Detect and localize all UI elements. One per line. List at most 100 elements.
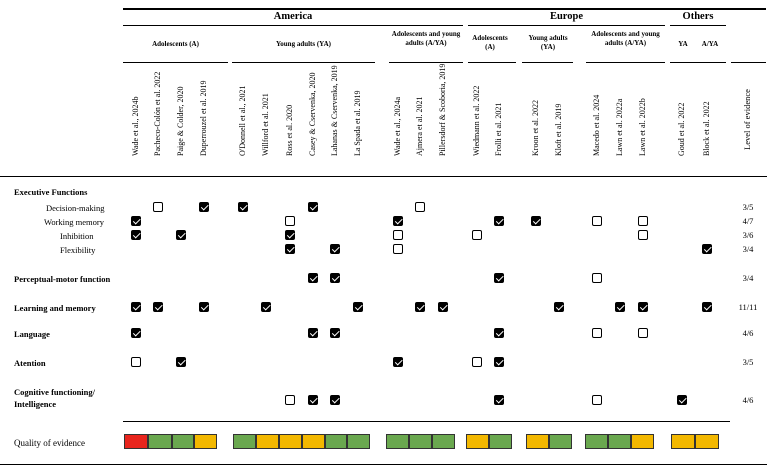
checked-box-icon [702,302,712,312]
empty-box-icon [153,202,163,212]
quality-cell-yellow [279,434,302,449]
study-column-header: Wade et al., 2024b [131,96,140,156]
study-column-header: Wiedmann et al. 2022 [472,85,481,156]
quality-cell-green [585,434,608,449]
study-column-header: Lahanas & Cservenka, 2019 [330,65,339,156]
study-column-header: Block et al. 2022 [702,101,711,156]
study-column-header: Pillersdorf & Scoboria, 2019 [438,63,447,156]
checked-box-icon [438,302,448,312]
level-of-evidence-value: 3/5 [742,357,754,367]
row-label: Working memory [44,217,104,227]
checked-box-icon [638,302,648,312]
level-of-evidence-value: 11/11 [738,302,758,312]
group-others-aya: A/YA [701,40,719,48]
study-column-header: O'Donnell et al., 2021 [238,85,247,156]
checked-box-icon [353,302,363,312]
quality-cell-yellow [466,434,489,449]
checked-box-icon [176,357,186,367]
checked-box-icon [131,328,141,338]
study-column-header: Willford et al. 2021 [261,93,270,156]
study-column-header: Kloft et al. 2019 [554,103,563,156]
level-of-evidence-value: 3/6 [742,230,754,240]
checked-box-icon [131,302,141,312]
region-others: Others [682,11,714,22]
checked-box-icon [531,216,541,226]
study-column-header: Macedo et al. 2024 [592,94,601,156]
level-of-evidence-value: 4/7 [742,216,754,226]
empty-box-icon [592,216,602,226]
study-column-header: Pacheco-Colón et al. 2022 [153,71,162,156]
quality-cell-green [386,434,409,449]
study-column-header: Lawn et al. 2022b [638,98,647,156]
group-america-young-adults: Young adults (YA) [276,40,331,48]
checked-box-icon [494,328,504,338]
group-underline [670,62,726,63]
checked-box-icon [494,357,504,367]
checked-box-icon [615,302,625,312]
study-column-header: Duperrouzel et al. 2019 [199,80,208,156]
quality-cell-green [549,434,572,449]
study-column-header: La Spada et al. 2019 [353,90,362,156]
quality-cell-green [489,434,512,449]
group-underline [468,62,516,63]
group-america-adolescents: Adolescents (A) [152,40,199,48]
quality-cell-green [409,434,432,449]
row-label: Decision-making [46,203,105,213]
quality-cell-yellow [671,434,695,449]
empty-box-icon [638,230,648,240]
region-underline [468,25,665,26]
checked-box-icon [308,395,318,405]
empty-box-icon [131,357,141,367]
group-underline [389,62,463,63]
group-europe-adolescents: Adolescents (A) [472,34,508,51]
empty-box-icon [472,357,482,367]
group-underline [522,62,573,63]
group-underline [586,62,665,63]
group-underline [731,62,766,63]
checked-box-icon [131,216,141,226]
study-column-header: Casey & Cservenka, 2020 [308,72,317,156]
quality-cell-green [608,434,631,449]
empty-box-icon [285,216,295,226]
level-of-evidence-value: 3/5 [742,202,754,212]
quality-cell-green [233,434,256,449]
checked-box-icon [554,302,564,312]
checked-box-icon [285,230,295,240]
empty-box-icon [638,328,648,338]
quality-cell-yellow [631,434,654,449]
checked-box-icon [285,244,295,254]
empty-box-icon [592,328,602,338]
checked-box-icon [199,202,209,212]
checked-box-icon [330,328,340,338]
quality-cell-green [148,434,172,449]
empty-box-icon [393,230,403,240]
study-column-header: Goud et al. 2022 [677,102,686,156]
body-bottom-rule [123,421,730,422]
study-column-header: Paige & Colder, 2020 [176,86,185,156]
checked-box-icon [308,328,318,338]
empty-box-icon [592,273,602,283]
quality-cell-yellow [302,434,325,449]
quality-cell-yellow [526,434,549,449]
row-label: Learning and memory [14,303,96,313]
empty-box-icon [415,202,425,212]
row-label: Language [14,329,50,339]
quality-of-evidence-label: Quality of evidence [14,438,85,448]
checked-box-icon [153,302,163,312]
checked-box-icon [415,302,425,312]
region-underline [123,25,463,26]
checked-box-icon [330,244,340,254]
row-label: Atention [14,358,46,368]
group-america-ayya: Adolescents and young adults (A/YA) [391,30,461,47]
checked-box-icon [393,357,403,367]
study-column-header: Kroon et al. 2022 [531,100,540,156]
group-others-ya: YA [678,40,688,48]
checked-box-icon [494,216,504,226]
checked-box-icon [677,395,687,405]
section-executive-functions: Executive Functions [14,187,88,197]
region-europe: Europe [549,11,584,22]
checked-box-icon [330,395,340,405]
empty-box-icon [638,216,648,226]
level-of-evidence-value: 3/4 [742,244,754,254]
